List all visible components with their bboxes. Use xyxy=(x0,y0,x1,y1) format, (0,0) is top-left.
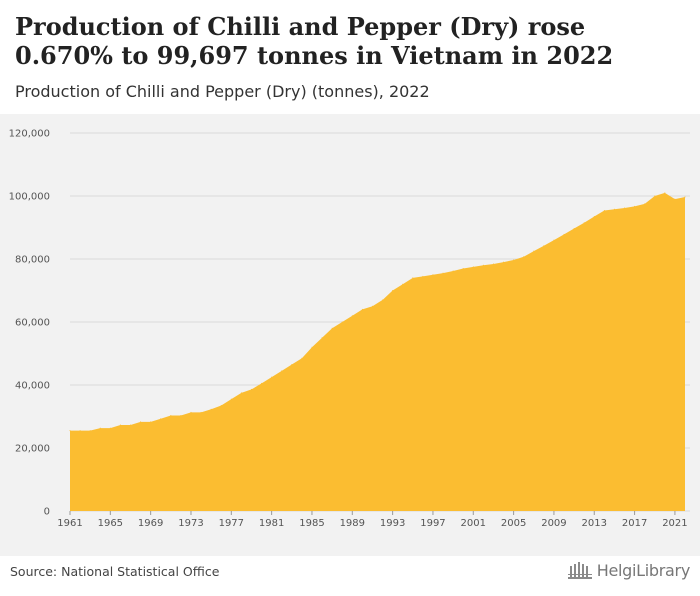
data-point xyxy=(210,408,212,410)
y-tick-label: 20,000 xyxy=(15,444,50,455)
data-point xyxy=(291,364,293,366)
x-tick-label: 2017 xyxy=(622,518,647,529)
x-tick-label: 1989 xyxy=(340,518,365,529)
data-point xyxy=(230,398,232,400)
y-tick-label: 80,000 xyxy=(15,255,50,266)
y-tick-label: 100,000 xyxy=(9,192,50,203)
data-point xyxy=(392,290,394,291)
data-point xyxy=(412,277,414,279)
x-tick-label: 1981 xyxy=(259,518,284,529)
data-point xyxy=(119,424,121,426)
logo-text: HelgiLibrary xyxy=(596,560,691,580)
x-tick-label: 1969 xyxy=(138,518,163,529)
data-point xyxy=(190,411,192,413)
data-point xyxy=(674,198,676,200)
x-tick-label: 1993 xyxy=(380,518,405,529)
data-point xyxy=(563,233,565,235)
data-point xyxy=(613,208,615,210)
x-tick-label: 2005 xyxy=(501,518,526,529)
data-point xyxy=(261,382,263,384)
x-tick-label: 2001 xyxy=(461,518,486,529)
x-axis-tick-labels: 1961 1965 1969 1973 1977 1981 1985 1989 1993 1997… xyxy=(57,511,688,529)
data-point xyxy=(129,424,131,426)
data-point xyxy=(684,196,686,198)
data-point xyxy=(351,315,353,317)
area-series xyxy=(69,192,686,511)
data-point xyxy=(281,370,283,372)
data-point xyxy=(220,404,222,406)
data-point xyxy=(503,261,505,263)
data-point xyxy=(180,415,182,417)
data-point xyxy=(603,209,605,211)
helgi-library-logo: HelgiLibrary xyxy=(567,560,690,580)
data-point xyxy=(402,283,404,285)
data-point xyxy=(250,388,252,390)
x-tick-label: 2009 xyxy=(541,518,566,529)
data-point xyxy=(452,270,454,272)
x-tick-label: 1997 xyxy=(420,518,445,529)
x-tick-label: 1961 xyxy=(57,518,82,529)
data-point xyxy=(634,205,636,207)
data-point xyxy=(99,427,101,429)
chart-header: Production of Chilli and Pepper (Dry) ro… xyxy=(0,0,700,114)
data-point xyxy=(371,305,373,307)
y-tick-label: 120,000 xyxy=(9,129,50,140)
y-tick-label: 0 xyxy=(44,507,50,518)
x-tick-label: 1977 xyxy=(219,518,244,529)
data-point xyxy=(160,418,162,420)
chart-subtitle: Production of Chilli and Pepper (Dry) (t… xyxy=(15,82,430,101)
data-point xyxy=(150,421,152,423)
data-point xyxy=(492,263,494,265)
data-point xyxy=(573,227,575,229)
data-point xyxy=(69,430,71,432)
x-tick-label: 1985 xyxy=(299,518,324,529)
data-point xyxy=(311,346,313,348)
data-point xyxy=(361,308,363,310)
data-point xyxy=(513,259,515,261)
data-point xyxy=(543,245,545,247)
data-point xyxy=(482,264,484,266)
data-point xyxy=(109,427,111,429)
data-point xyxy=(654,195,656,197)
y-axis-tick-labels: 0 20,000 40,000 60,000 80,000 100,000 120,000 xyxy=(9,129,50,518)
data-point xyxy=(382,299,384,301)
data-point xyxy=(533,250,535,252)
x-tick-label: 2021 xyxy=(662,518,687,529)
y-tick-label: 40,000 xyxy=(15,381,50,392)
data-point xyxy=(240,392,242,394)
x-tick-label: 1965 xyxy=(98,518,123,529)
data-point xyxy=(79,430,81,432)
data-point xyxy=(583,222,585,224)
data-point xyxy=(200,411,202,413)
data-point xyxy=(462,267,464,269)
data-point xyxy=(89,430,91,432)
production-area xyxy=(70,192,685,511)
data-point xyxy=(170,415,172,417)
library-building-icon xyxy=(567,562,592,579)
data-point xyxy=(321,337,323,339)
data-point xyxy=(523,256,525,258)
source-note: Source: National Statistical Office xyxy=(10,564,220,579)
chart-footer: Source: National Statistical Office Helg… xyxy=(0,556,700,596)
x-tick-label: 2013 xyxy=(582,518,607,529)
data-point xyxy=(331,327,333,329)
data-point xyxy=(422,275,424,277)
data-point xyxy=(271,376,273,378)
data-point xyxy=(442,272,444,274)
data-point xyxy=(432,274,434,276)
area-chart: 020,00040,00060,00080,000100,000120,000 … xyxy=(9,129,690,529)
data-point xyxy=(644,203,646,205)
data-point xyxy=(553,239,555,241)
data-point xyxy=(593,215,595,217)
data-point xyxy=(301,357,303,359)
data-point xyxy=(140,421,142,423)
data-point xyxy=(624,207,626,209)
data-point xyxy=(664,192,666,194)
x-tick-label: 1973 xyxy=(178,518,203,529)
data-point xyxy=(341,321,343,323)
data-point xyxy=(472,266,474,268)
chart-title: Production of Chilli and Pepper (Dry) ro… xyxy=(15,12,614,70)
y-tick-label: 60,000 xyxy=(15,318,50,329)
